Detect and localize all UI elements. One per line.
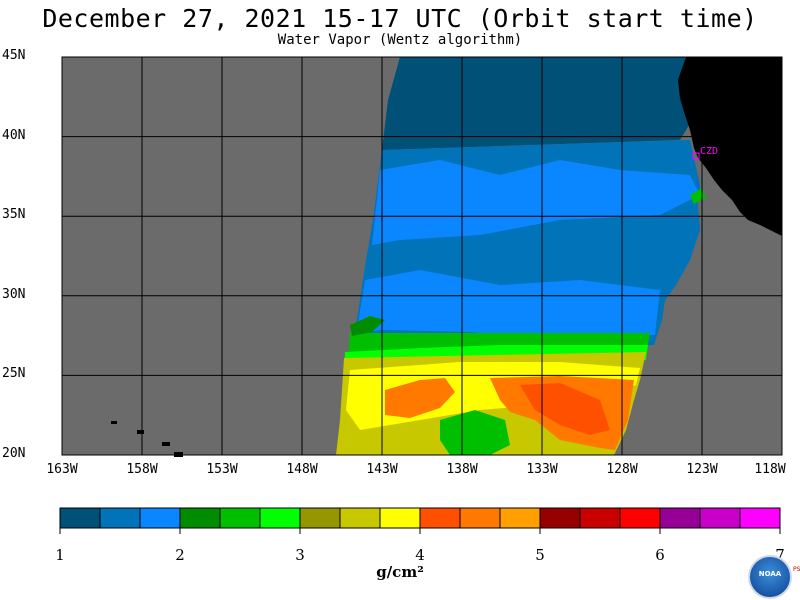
swath-band-light-blue bbox=[372, 160, 700, 245]
colorbar-tick-label: 7 bbox=[775, 546, 785, 564]
island bbox=[162, 442, 170, 446]
colorbar-ticks bbox=[59, 528, 781, 534]
noaa-logo-text: NOAA bbox=[758, 570, 782, 578]
colorbar-tick-label: 4 bbox=[415, 546, 425, 564]
colorbar-swatch bbox=[699, 507, 741, 529]
lat-label: 30N bbox=[2, 286, 26, 302]
colorbar-swatch bbox=[539, 507, 581, 529]
lon-label: 143W bbox=[366, 462, 398, 477]
lat-label: 45N bbox=[2, 48, 26, 63]
colorbar-swatch bbox=[339, 507, 381, 529]
colorbar-units: g/cm² bbox=[376, 563, 424, 581]
lat-label: 25N bbox=[2, 366, 26, 382]
lon-label: 148W bbox=[286, 462, 318, 477]
colorbar-swatch bbox=[139, 507, 181, 529]
colorbar-swatch bbox=[59, 507, 101, 529]
colorbar-tick-label: 3 bbox=[295, 546, 305, 564]
map-frame bbox=[61, 56, 783, 456]
page-subtitle: Water Vapor (Wentz algorithm) bbox=[277, 32, 523, 48]
colorbar-swatch bbox=[179, 507, 221, 529]
colorbar-swatch bbox=[379, 507, 421, 529]
city-marker bbox=[692, 152, 700, 160]
colorbar-swatch bbox=[619, 507, 661, 529]
noaa-logo: NOAA bbox=[748, 555, 792, 599]
lon-label: 118W bbox=[754, 462, 786, 477]
lon-label: 163W bbox=[46, 462, 78, 477]
colorbar-swatch bbox=[259, 507, 301, 529]
lat-label: 35N bbox=[2, 207, 26, 223]
swath-band-orange-w bbox=[385, 378, 455, 418]
island bbox=[111, 421, 117, 424]
lat-label: 40N bbox=[2, 127, 26, 143]
swath bbox=[336, 57, 706, 455]
lon-label: 153W bbox=[206, 462, 238, 477]
lon-label: 128W bbox=[606, 462, 638, 477]
swath-band-green-south bbox=[440, 410, 510, 455]
colorbar-swatch bbox=[499, 507, 541, 529]
lon-label: 138W bbox=[446, 462, 478, 477]
colorbar-tick-label: 5 bbox=[535, 546, 545, 564]
island bbox=[137, 430, 144, 434]
swath-band-dark-blue bbox=[382, 57, 692, 150]
colorbar-swatch bbox=[579, 507, 621, 529]
page-title: December 27, 2021 15-17 UTC (Orbit start… bbox=[42, 4, 758, 33]
colorbar-swatch bbox=[419, 507, 461, 529]
lat-label: 20N bbox=[2, 446, 26, 461]
swath-band-light-blue-2 bbox=[356, 270, 660, 340]
city-label: CZD bbox=[700, 146, 719, 157]
colorbar-tick-label: 1 bbox=[55, 546, 65, 564]
colorbar-tick-label: 6 bbox=[655, 546, 665, 564]
colorbar-swatch bbox=[739, 507, 781, 529]
lon-label: 123W bbox=[686, 462, 718, 477]
colorbar-tick-label: 2 bbox=[175, 546, 185, 564]
colorbar bbox=[59, 507, 781, 529]
colorbar-swatch bbox=[299, 507, 341, 529]
colorbar-swatch bbox=[459, 507, 501, 529]
colorbar-swatch bbox=[99, 507, 141, 529]
lon-label: 133W bbox=[526, 462, 558, 477]
lon-label: 158W bbox=[126, 462, 158, 477]
swath-band-green-patch bbox=[350, 316, 385, 336]
psl-label: PSL bbox=[793, 566, 800, 573]
land-north-america bbox=[678, 57, 782, 236]
colorbar-swatch bbox=[219, 507, 261, 529]
colorbar-swatch bbox=[659, 507, 701, 529]
